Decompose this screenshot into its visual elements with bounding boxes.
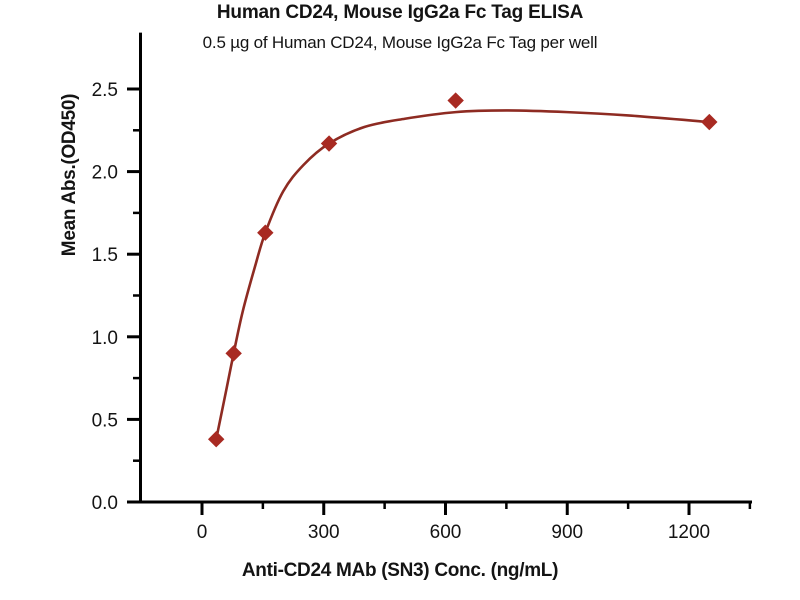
chart-title: Human CD24, Mouse IgG2a Fc Tag ELISA [216,2,584,23]
data-point-marker [701,113,718,131]
x-tick-label: 600 [430,522,462,543]
x-axis-ticks: 0 300 600 900 1200 [197,502,752,543]
data-point-marker [225,345,242,362]
y-axis-ticks: 0.0 0.5 1.0 1.5 2.0 2.5 [92,80,141,514]
x-tick-label: 0 [197,522,208,543]
data-point-marker [447,92,464,109]
data-point-markers [207,92,718,448]
y-tick-label: 0.0 [92,493,118,514]
chart-subtitle: 0.5 µg of Human CD24, Mouse IgG2a Fc Tag… [202,33,598,52]
data-point-marker [207,431,225,448]
x-tick-label: 900 [551,522,583,543]
data-point-marker [320,135,338,152]
data-point-marker [257,224,274,241]
y-tick-label: 2.5 [92,80,118,101]
y-tick-label: 1.5 [92,245,118,266]
fit-curve-path [214,109,711,441]
x-tick-label: 300 [308,522,340,543]
y-tick-label: 1.0 [92,328,118,349]
x-tick-label: 1200 [668,522,710,543]
y-tick-label: 2.0 [92,163,118,184]
fit-curve [214,109,711,441]
y-tick-label: 0.5 [92,410,118,431]
axis-spines [139,32,752,504]
x-axis-title: Anti-CD24 MAb (SN3) Conc. (ng/mL) [241,560,559,581]
